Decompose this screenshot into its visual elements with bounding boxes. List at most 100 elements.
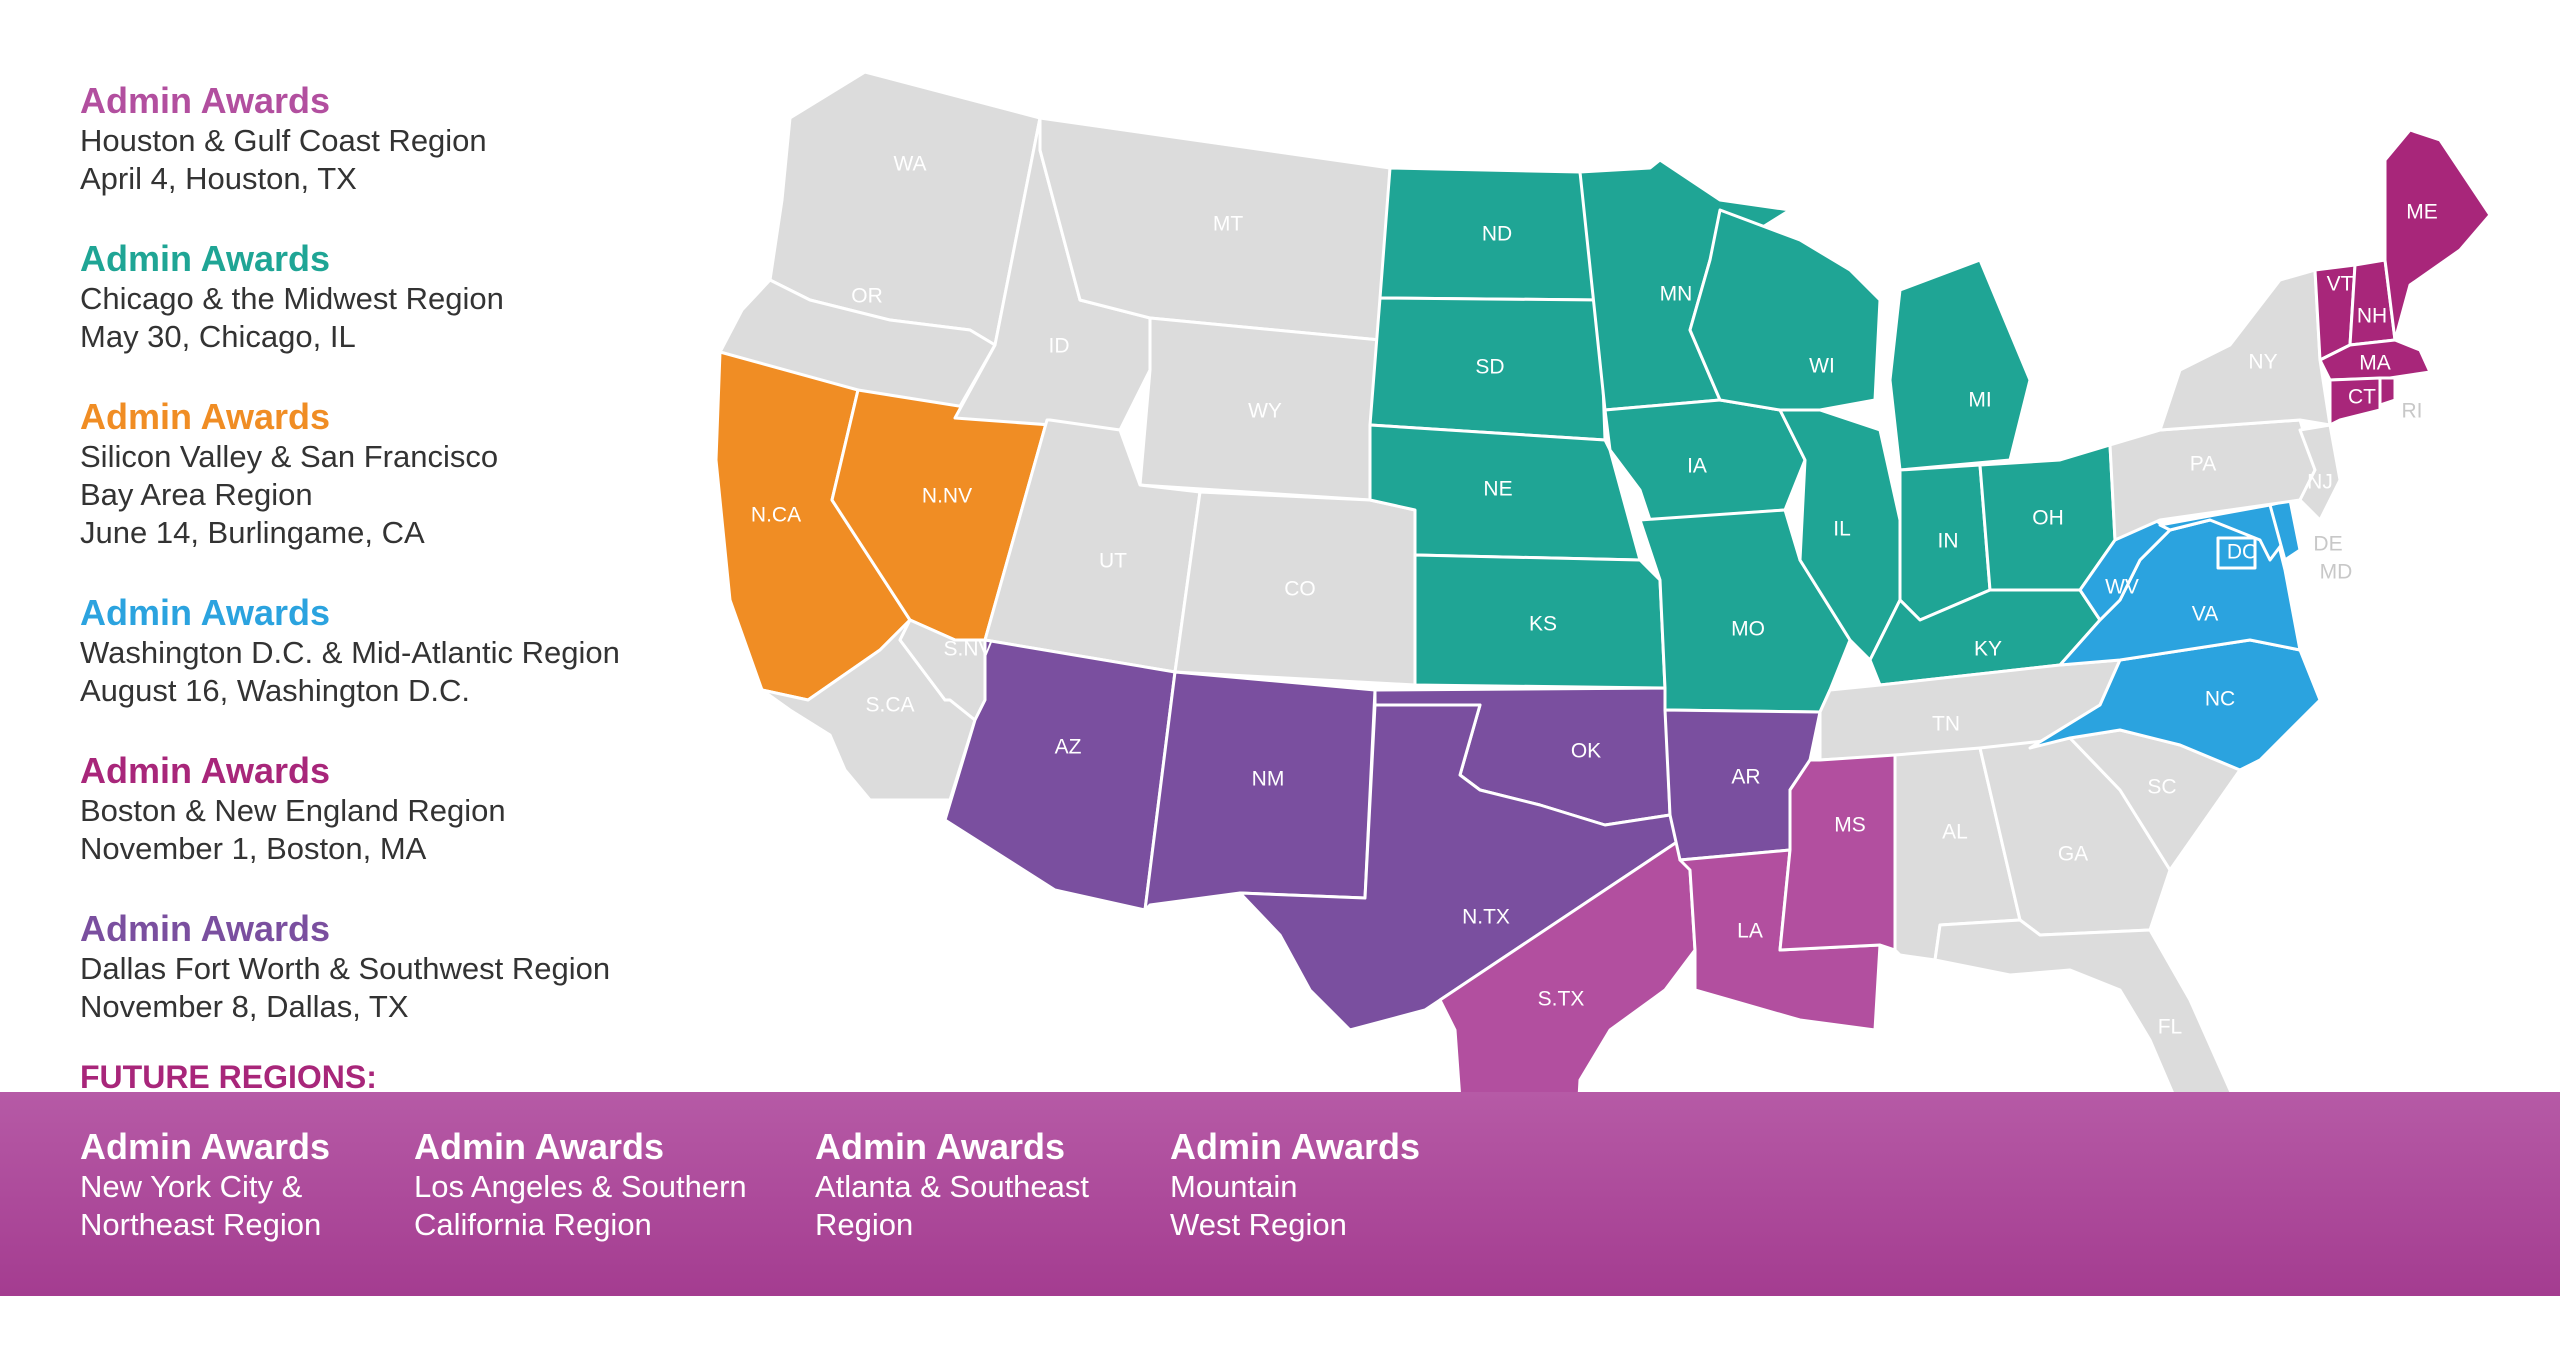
state-label: AL [1942,821,1968,844]
state-label: WV [2105,576,2139,599]
state-label: S.CA [865,694,914,717]
state-label: N.NV [922,485,972,508]
state-label: DE [2313,533,2342,556]
future-region-item: Admin Awards Los Angeles & Southern Califo… [414,1126,747,1244]
event-item: Admin Awards Houston & Gulf Coast Region A… [80,80,720,198]
future-region-detail: Los Angeles & Southern [414,1169,747,1204]
event-detail: Washington D.C. & Mid-Atlantic Region [80,635,620,670]
state-label: SD [1475,356,1504,379]
state-label: RI [2402,400,2423,423]
state-wy [1138,316,1382,502]
state-label: NE [1483,478,1512,501]
state-label: ME [2406,201,2438,224]
future-region-detail: Mountain [1170,1169,1298,1204]
state-label: OH [2032,507,2064,530]
future-regions-heading: FUTURE REGIONS: [80,1059,377,1095]
state-me [2383,128,2492,342]
future-region-title: Admin Awards [1170,1126,1421,1167]
state-label: S.TX [1538,988,1585,1011]
event-item: Admin Awards Boston & New England Region N… [80,750,720,868]
event-title: Admin Awards [80,238,331,279]
event-detail: April 4, Houston, TX [80,161,357,196]
event-detail: November 1, Boston, MA [80,831,427,866]
event-title: Admin Awards [80,908,331,949]
event-item: Admin Awards Chicago & the Midwest Region… [80,238,720,356]
state-label: IA [1687,455,1707,478]
future-region-title: Admin Awards [815,1126,1066,1167]
state-label: WI [1809,355,1835,378]
event-detail: June 14, Burlingame, CA [80,515,425,550]
event-detail: Houston & Gulf Coast Region [80,123,487,158]
state-label: S.NV [943,638,992,661]
state-label: MI [1968,389,1991,412]
state-label: AZ [1055,736,1082,759]
state-nc [2028,638,2322,772]
state-label: UT [1099,550,1127,573]
event-item: Admin Awards Silicon Valley & San Francis… [80,396,720,552]
state-ms [1778,753,1897,952]
event-detail: Chicago & the Midwest Region [80,281,504,316]
event-detail: Silicon Valley & San Francisco [80,439,499,474]
future-region-detail: West Region [1170,1207,1347,1242]
state-label: WA [893,153,926,176]
state-ct [2328,376,2382,427]
state-label: NH [2357,305,2387,328]
state-label: MO [1731,618,1765,641]
future-region-detail: Northeast Region [80,1207,322,1242]
state-label: GA [2058,843,2088,866]
state-label: SC [2147,776,2176,799]
state-label: VT [2327,273,2354,296]
state-label: IN [1938,530,1959,553]
state-label: N.TX [1462,906,1510,929]
state-label: NY [2248,351,2277,374]
state-mi [1888,258,2032,472]
future-region-detail: Atlanta & Southeast [815,1169,1090,1204]
event-detail: Bay Area Region [80,477,313,512]
future-region-title: Admin Awards [80,1126,331,1167]
state-label: MT [1213,213,1243,236]
state-label: TN [1932,713,1960,736]
state-label: KY [1974,638,2002,661]
state-label: NC [2205,688,2235,711]
future-region-item: Admin Awards Atlanta & Southeast Region [815,1126,1089,1244]
state-label: MD [2320,561,2353,584]
future-region-item: Admin Awards New York City & Northeast Reg… [80,1126,330,1244]
event-title: Admin Awards [80,592,331,633]
state-label: AR [1731,766,1760,789]
state-label: VA [2192,603,2218,626]
future-region-item: Admin Awards Mountain West Region [1170,1126,1420,1244]
event-item: Admin Awards Washington D.C. & Mid-Atlant… [80,592,720,710]
future-region-detail: New York City & [80,1169,303,1204]
state-label: ID [1049,335,1070,358]
state-label: NM [1252,768,1285,791]
state-ri [2378,376,2397,407]
state-nm [1143,670,1377,912]
event-title: Admin Awards [80,396,331,437]
state-label: FL [2158,1016,2183,1039]
event-detail: Boston & New England Region [80,793,506,828]
state-label: MN [1660,283,1693,306]
state-label: CT [2348,386,2376,409]
state-wi [1688,208,1882,412]
state-dc [2216,536,2257,570]
state-label: OR [851,285,883,308]
state-label: KS [1529,613,1557,636]
state-label: PA [2190,453,2216,476]
state-label: ND [1482,223,1512,246]
future-region-detail: California Region [414,1207,652,1242]
event-title: Admin Awards [80,80,331,121]
event-title: Admin Awards [80,750,331,791]
future-regions-band: Admin Awards New York City & Northeast Reg… [0,1092,2560,1296]
future-region-title: Admin Awards [414,1126,665,1167]
future-region-detail: Region [815,1207,914,1242]
event-detail: August 16, Washington D.C. [80,673,470,708]
state-label: MS [1834,814,1866,837]
state-label: N.CA [751,504,801,527]
event-list: Admin Awards Houston & Gulf Coast Region A… [80,80,720,1066]
state-ny [2158,268,2332,432]
state-label: IL [1833,518,1851,541]
event-detail: Dallas Fort Worth & Southwest Region [80,951,611,986]
state-label: LA [1737,920,1763,943]
state-label: OK [1571,740,1601,763]
